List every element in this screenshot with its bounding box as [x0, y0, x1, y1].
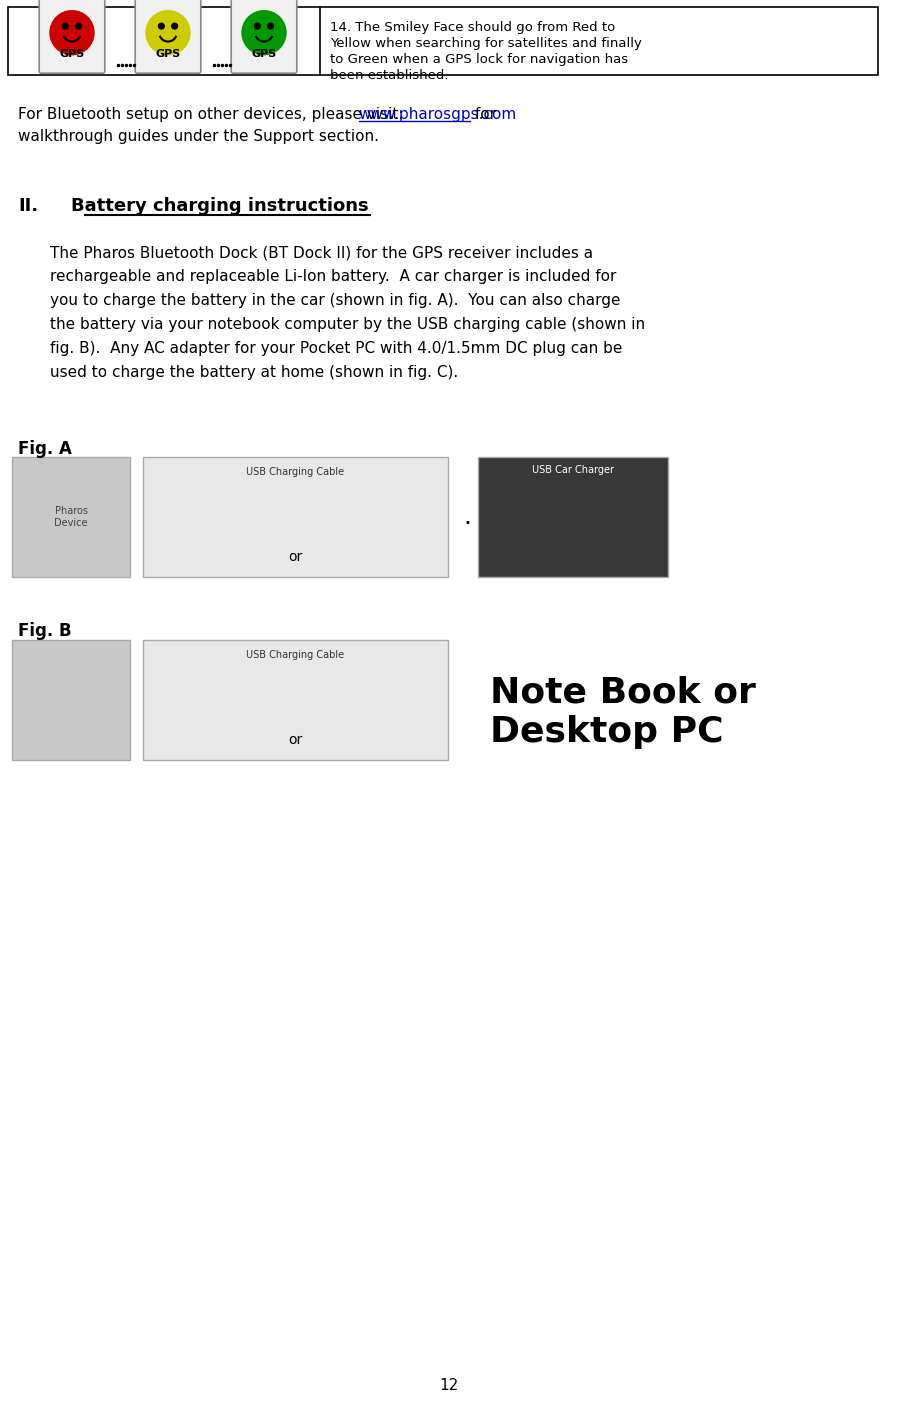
Text: GPS: GPS [251, 50, 277, 59]
Circle shape [159, 23, 164, 28]
Circle shape [172, 23, 178, 28]
Text: GPS: GPS [59, 50, 84, 59]
Circle shape [63, 23, 68, 28]
Text: Desktop PC: Desktop PC [490, 715, 724, 749]
Circle shape [242, 11, 286, 55]
Text: 12: 12 [439, 1378, 459, 1392]
Bar [143, 640, 448, 760]
Text: been established.: been established. [330, 69, 448, 82]
Text: GPS: GPS [155, 50, 180, 59]
Text: Note Book or: Note Book or [490, 675, 756, 709]
Text: Fig. B: Fig. B [18, 623, 72, 640]
Circle shape [254, 23, 260, 28]
Text: walkthrough guides under the Support section.: walkthrough guides under the Support sec… [18, 129, 379, 144]
Circle shape [146, 11, 190, 55]
Text: USB Car Charger: USB Car Charger [532, 466, 614, 475]
Text: For Bluetooth setup on other devices, please visit:: For Bluetooth setup on other devices, pl… [18, 108, 409, 122]
Text: for: for [470, 108, 496, 122]
Bar [143, 457, 448, 577]
Text: or: or [288, 550, 302, 565]
Text: II.: II. [18, 197, 38, 215]
FancyBboxPatch shape [40, 0, 105, 74]
Text: used to charge the battery at home (shown in fig. C).: used to charge the battery at home (show… [50, 365, 458, 381]
Text: to Green when a GPS lock for navigation has: to Green when a GPS lock for navigation … [330, 52, 628, 67]
Text: Pharos
Device: Pharos Device [54, 507, 88, 528]
Bar [12, 457, 130, 577]
Text: Battery charging instructions: Battery charging instructions [47, 197, 369, 215]
Text: The Pharos Bluetooth Dock (BT Dock II) for the GPS receiver includes a: The Pharos Bluetooth Dock (BT Dock II) f… [50, 245, 593, 260]
Text: the battery via your notebook computer by the USB charging cable (shown in: the battery via your notebook computer b… [50, 317, 645, 333]
Circle shape [75, 23, 82, 28]
Bar [12, 640, 130, 760]
Circle shape [50, 11, 94, 55]
Text: rechargeable and replaceable Li-Ion battery.  A car charger is included for: rechargeable and replaceable Li-Ion batt… [50, 269, 616, 284]
Text: Fig. A: Fig. A [18, 440, 72, 458]
Circle shape [268, 23, 274, 28]
Text: fig. B).  Any AC adapter for your Pocket PC with 4.0/1.5mm DC plug can be: fig. B). Any AC adapter for your Pocket … [50, 341, 622, 357]
FancyBboxPatch shape [136, 0, 201, 74]
Bar [478, 457, 668, 577]
Text: or: or [288, 733, 302, 747]
FancyBboxPatch shape [231, 0, 297, 74]
Text: .: . [463, 505, 471, 529]
Text: Yellow when searching for satellites and finally: Yellow when searching for satellites and… [330, 37, 642, 50]
Bar [8, 7, 878, 75]
Text: USB Charging Cable: USB Charging Cable [246, 467, 344, 477]
Text: you to charge the battery in the car (shown in fig. A).  You can also charge: you to charge the battery in the car (sh… [50, 293, 621, 308]
Text: 14. The Smiley Face should go from Red to: 14. The Smiley Face should go from Red t… [330, 21, 615, 34]
Text: USB Charging Cable: USB Charging Cable [246, 649, 344, 659]
Text: www.pharosgps.com: www.pharosgps.com [358, 108, 517, 122]
